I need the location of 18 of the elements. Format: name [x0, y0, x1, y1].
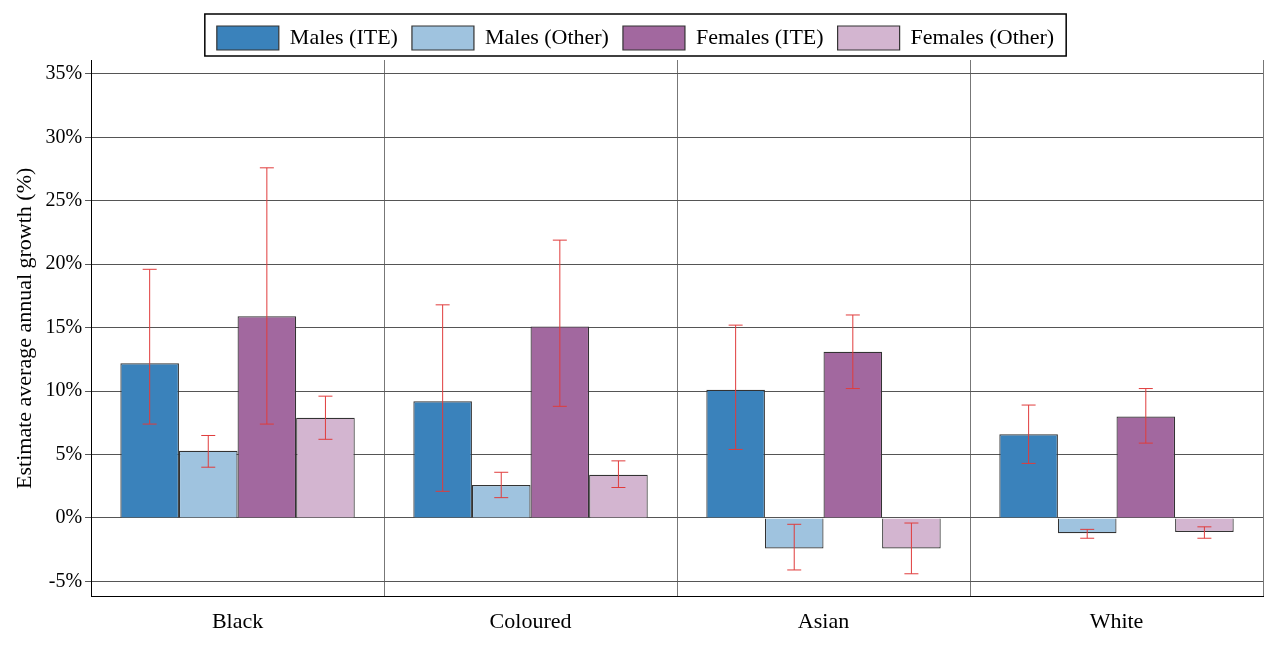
x-tick-label: White — [1089, 607, 1144, 633]
legend-label: Females (Other) — [910, 23, 1055, 49]
x-tick-label: Black — [211, 607, 264, 633]
x-tick-label: Coloured — [489, 607, 572, 633]
legend-label: Females (ITE) — [695, 23, 824, 49]
y-tick-label: 0% — [55, 505, 83, 528]
y-tick-label: 25% — [45, 188, 83, 211]
legend-label: Males (ITE) — [289, 23, 398, 49]
y-axis-title: Estimate average annual growth (%) — [10, 167, 36, 489]
y-tick-label: 20% — [45, 251, 83, 274]
y-tick-label: 10% — [45, 378, 83, 401]
y-tick-label: 15% — [45, 314, 83, 337]
y-tick-label: 35% — [45, 61, 83, 84]
x-tick-label: Asian — [797, 607, 850, 633]
y-tick-label: 30% — [45, 124, 83, 147]
legend-label: Males (Other) — [484, 23, 609, 49]
y-tick-label: -5% — [48, 568, 83, 591]
y-tick-label: 5% — [55, 441, 83, 464]
